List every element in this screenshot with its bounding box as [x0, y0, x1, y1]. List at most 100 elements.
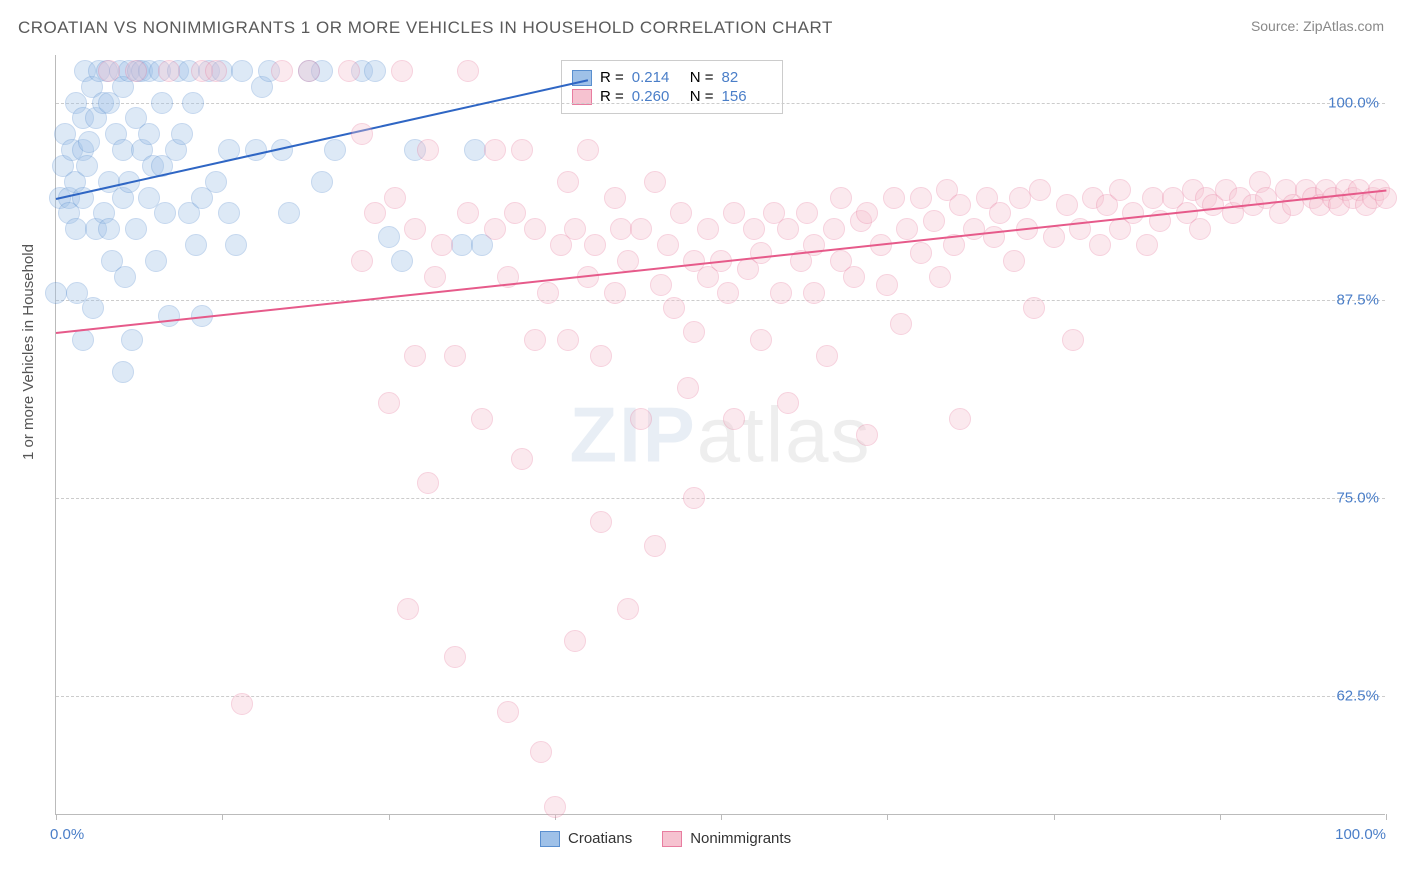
- data-point: [245, 139, 267, 161]
- data-point: [777, 392, 799, 414]
- data-point: [723, 202, 745, 224]
- data-point: [125, 218, 147, 240]
- data-point: [484, 139, 506, 161]
- data-point: [677, 377, 699, 399]
- data-point: [530, 741, 552, 763]
- data-point: [544, 796, 566, 818]
- data-point: [923, 210, 945, 232]
- data-point: [511, 139, 533, 161]
- data-point: [125, 60, 147, 82]
- data-point: [417, 472, 439, 494]
- legend-label-croatians: Croatians: [568, 830, 632, 847]
- xtick: [1220, 814, 1221, 820]
- data-point: [610, 218, 632, 240]
- data-point: [989, 202, 1011, 224]
- data-point: [557, 329, 579, 351]
- n-label: N =: [690, 69, 714, 86]
- r-label: R =: [600, 69, 624, 86]
- ytick-label: 87.5%: [1336, 292, 1379, 309]
- data-point: [743, 218, 765, 240]
- data-point: [391, 250, 413, 272]
- data-point: [963, 218, 985, 240]
- data-point: [1109, 179, 1131, 201]
- data-point: [457, 202, 479, 224]
- data-point: [231, 60, 253, 82]
- data-point: [650, 274, 672, 296]
- data-point: [114, 266, 136, 288]
- ytick-label: 75.0%: [1336, 490, 1379, 507]
- data-point: [1089, 234, 1111, 256]
- data-point: [158, 305, 180, 327]
- data-point: [663, 297, 685, 319]
- data-point: [431, 234, 453, 256]
- data-point: [604, 282, 626, 304]
- data-point: [910, 187, 932, 209]
- data-point: [630, 218, 652, 240]
- data-point: [697, 218, 719, 240]
- xtick: [721, 814, 722, 820]
- swatch-croatians-bottom: [540, 831, 560, 847]
- legend-row-croatians: R = 0.214 N = 82: [572, 69, 772, 86]
- data-point: [278, 202, 300, 224]
- bottom-legend-nonimmigrants: Nonimmigrants: [662, 830, 791, 847]
- data-point: [1056, 194, 1078, 216]
- data-point: [524, 329, 546, 351]
- data-point: [816, 345, 838, 367]
- data-point: [338, 60, 360, 82]
- data-point: [65, 218, 87, 240]
- data-point: [457, 60, 479, 82]
- data-point: [171, 123, 193, 145]
- data-point: [577, 139, 599, 161]
- data-point: [524, 218, 546, 240]
- data-point: [856, 202, 878, 224]
- data-point: [890, 313, 912, 335]
- data-point: [683, 487, 705, 509]
- data-point: [949, 194, 971, 216]
- y-axis-label: 1 or more Vehicles in Household: [20, 244, 37, 460]
- data-point: [391, 60, 413, 82]
- r-value-croatians: 0.214: [632, 69, 682, 86]
- data-point: [225, 234, 247, 256]
- data-point: [271, 60, 293, 82]
- data-point: [796, 202, 818, 224]
- data-point: [138, 123, 160, 145]
- gridline: [56, 498, 1385, 499]
- data-point: [351, 250, 373, 272]
- plot-area: ZIPatlas R = 0.214 N = 82 R = 0.260 N = …: [55, 55, 1385, 815]
- data-point: [82, 297, 104, 319]
- bottom-legend: Croatians Nonimmigrants: [540, 830, 791, 847]
- n-value-croatians: 82: [722, 69, 772, 86]
- data-point: [823, 218, 845, 240]
- correlation-legend: R = 0.214 N = 82 R = 0.260 N = 156: [561, 60, 783, 114]
- data-point: [45, 282, 67, 304]
- data-point: [590, 345, 612, 367]
- data-point: [112, 361, 134, 383]
- data-point: [78, 131, 100, 153]
- data-point: [876, 274, 898, 296]
- data-point: [723, 408, 745, 430]
- data-point: [511, 448, 533, 470]
- data-point: [311, 171, 333, 193]
- data-point: [324, 139, 346, 161]
- data-point: [670, 202, 692, 224]
- ytick-label: 62.5%: [1336, 688, 1379, 705]
- data-point: [417, 139, 439, 161]
- x-min-label: 0.0%: [50, 826, 84, 843]
- data-point: [717, 282, 739, 304]
- data-point: [537, 282, 559, 304]
- data-point: [929, 266, 951, 288]
- xtick: [389, 814, 390, 820]
- data-point: [1023, 297, 1045, 319]
- xtick: [1054, 814, 1055, 820]
- xtick: [222, 814, 223, 820]
- data-point: [557, 171, 579, 193]
- xtick: [1386, 814, 1387, 820]
- data-point: [856, 424, 878, 446]
- swatch-nonimmigrants-bottom: [662, 831, 682, 847]
- data-point: [384, 187, 406, 209]
- bottom-legend-croatians: Croatians: [540, 830, 632, 847]
- watermark: ZIPatlas: [569, 389, 871, 480]
- data-point: [564, 218, 586, 240]
- data-point: [451, 234, 473, 256]
- data-point: [464, 139, 486, 161]
